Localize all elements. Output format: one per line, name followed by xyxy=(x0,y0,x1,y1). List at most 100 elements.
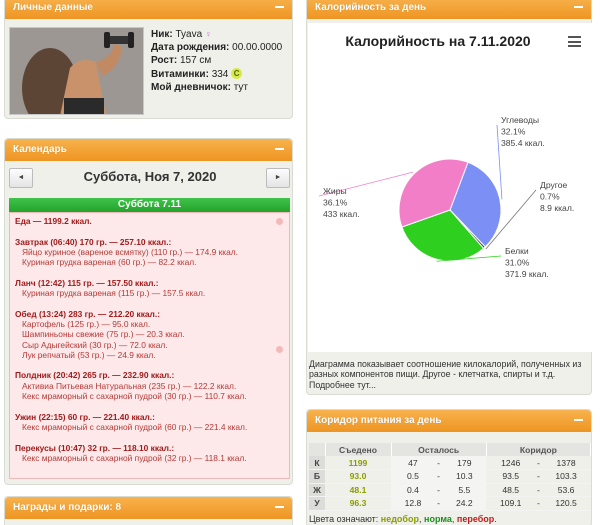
pie-label-kcal: 8.9 ккал. xyxy=(540,203,574,213)
meal-title[interactable]: Ланч (12:42) 115 гр. — 157.50 ккал.: xyxy=(15,277,159,288)
meal-item[interactable]: Кекс мраморный с сахарной пудрой (30 гр.… xyxy=(22,391,247,402)
corridor-title: Коридор питания за день xyxy=(315,415,442,426)
corridor-max: 120.5 xyxy=(541,496,591,511)
corridor-max: 103.3 xyxy=(541,469,591,484)
pie-label-kcal: 433 ккал. xyxy=(323,209,360,219)
edit-icon[interactable] xyxy=(276,218,283,225)
avatar-image xyxy=(10,28,143,114)
column-header xyxy=(309,443,326,456)
table-row: Ж 48.1 0.4 - 5.5 48.5 - 53.6 xyxy=(309,483,591,497)
calories-header[interactable]: Калорийность за день xyxy=(307,0,591,19)
calendar-header[interactable]: Календарь xyxy=(5,139,292,161)
left-min: 0.4 xyxy=(391,483,435,497)
eaten-value: 93.0 xyxy=(325,469,391,484)
corridor-max: 1378 xyxy=(541,456,591,470)
pie-label-name: Белки xyxy=(505,246,529,256)
pie-connector xyxy=(318,171,414,197)
left-max: 24.2 xyxy=(442,496,487,511)
collapse-icon[interactable] xyxy=(574,419,583,421)
corridor-header[interactable]: Коридор питания за день xyxy=(307,410,591,432)
day-food-list: Еда — 1199.2 ккал. Завтрак (06:40) 170 г… xyxy=(9,212,290,479)
meal-title[interactable]: Ужин (22:15) 60 гр. — 221.40 ккал.: xyxy=(15,411,155,422)
nick-row: Ник: Tyava ♀ xyxy=(151,28,282,41)
meal-lunch: Ланч (12:42) 115 гр. — 157.50 ккал.: Кур… xyxy=(15,278,284,299)
meal-item[interactable]: Лук репчатый (53 гр.) — 24.9 ккал. xyxy=(22,349,156,360)
color-legend: Цвета означают: недобор, норма, перебор. xyxy=(309,514,497,524)
pie-label-percent: 32.1% xyxy=(501,127,526,137)
next-day-button[interactable]: ► xyxy=(266,168,290,188)
collapse-icon[interactable] xyxy=(275,6,284,8)
female-icon: ♀ xyxy=(204,29,212,39)
calories-chart: Калорийность на 7.11.2020 Углеводы 32.1% 3… xyxy=(308,23,592,352)
personal-data-header[interactable]: Личные данные xyxy=(5,0,292,19)
pie-connector xyxy=(496,124,503,200)
height-label: Рост: xyxy=(151,55,178,67)
left-max: 179 xyxy=(442,456,487,470)
birth-value: 00.00.0000 xyxy=(232,42,283,54)
meal-supper: Ужин (22:15) 60 гр. — 221.40 ккал.: Кекс… xyxy=(15,412,284,433)
edit-icon[interactable] xyxy=(276,346,283,353)
meal-title[interactable]: Перекусы (10:47) 32 гр. — 118.10 ккал.: xyxy=(15,442,175,453)
meal-item[interactable]: Сыр Адыгейский (30 гр.) — 72.0 ккал. xyxy=(22,339,168,350)
meal-item[interactable]: Яйцо куриное (вареное всмятку) (110 гр.)… xyxy=(22,246,238,257)
diary-link[interactable]: тут xyxy=(233,81,248,93)
pie-label-percent: 0.7% xyxy=(540,192,560,202)
pie-label-kcal: 385.4 ккал. xyxy=(501,138,545,148)
prev-day-button[interactable]: ◄ xyxy=(9,168,33,188)
birth-label: Дата рождения: xyxy=(151,42,230,54)
vitamins-value: 334 xyxy=(211,68,229,80)
calendar-date: Суббота, Ноя 7, 2020 xyxy=(83,169,217,184)
meal-title[interactable]: Полдник (20:42) 265 гр. — 232.90 ккал.: xyxy=(15,370,175,381)
meal-item[interactable]: Кекс мраморный с сахарной пудрой (32 гр.… xyxy=(22,452,247,463)
table-row: Б 93.0 0.5 - 10.3 93.5 - 103.3 xyxy=(309,469,591,484)
corridor-panel: Коридор питания за день Съедено Осталось… xyxy=(306,409,592,525)
legend-sep: , xyxy=(451,514,455,524)
diary-row: Мой дневничок: тут xyxy=(151,81,282,94)
dash: - xyxy=(535,469,542,484)
dash: - xyxy=(535,496,542,511)
vitamins-label: Витаминки: xyxy=(151,68,209,80)
meal-afternoon-snack: Полдник (20:42) 265 гр. — 232.90 ккал.: … xyxy=(15,370,284,401)
row-key: У xyxy=(309,496,325,511)
awards-header[interactable]: Награды и подарки: 8 xyxy=(5,497,292,519)
row-key: К xyxy=(309,456,325,470)
calendar-title: Календарь xyxy=(13,144,67,155)
left-min: 47 xyxy=(391,456,435,470)
corridor-min: 93.5 xyxy=(486,469,536,484)
meal-item[interactable]: Куриная грудка вареная (60 гр.) — 82.2 к… xyxy=(22,257,197,268)
legend-end: . xyxy=(494,514,497,524)
legend-prefix: Цвета означают: xyxy=(309,514,379,524)
pie-label-name: Жиры xyxy=(323,186,347,196)
chart-title: Калорийность на 7.11.2020 xyxy=(345,33,531,49)
left-min: 12.8 xyxy=(391,496,435,511)
collapse-icon[interactable] xyxy=(275,148,284,150)
meal-dinner: Обед (13:24) 283 гр. — 212.20 ккал.: Кар… xyxy=(15,309,284,360)
chart-note[interactable]: Диаграмма показывает соотношение килокал… xyxy=(309,359,582,390)
pie-slice[interactable] xyxy=(449,161,502,248)
pie-slice[interactable] xyxy=(398,158,469,228)
food-total: Еда — 1199.2 ккал. xyxy=(15,216,92,226)
pie-label-name: Другое xyxy=(540,180,568,190)
pie-label-kcal: 371.9 ккал. xyxy=(505,269,549,279)
menu-icon[interactable] xyxy=(568,36,581,47)
meal-item[interactable]: Куриная грудка вареная (115 гр.) — 157.5… xyxy=(22,288,206,299)
meal-title[interactable]: Завтрак (06:40) 170 гр. — 257.10 ккал.: xyxy=(15,236,172,247)
calories-panel: Калорийность за день Калорийность на 7.1… xyxy=(306,0,592,395)
vitamin-c-icon: C xyxy=(231,68,243,80)
meal-item[interactable]: Шампиньоны свежие (75 гр.) — 20.3 ккал. xyxy=(22,329,185,340)
collapse-icon[interactable] xyxy=(574,6,583,8)
left-max: 5.5 xyxy=(442,483,487,497)
dash: - xyxy=(434,496,443,511)
row-key: Ж xyxy=(309,483,325,497)
meal-item[interactable]: Картофель (125 гр.) — 95.0 ккал. xyxy=(22,318,151,329)
corridor-min: 1246 xyxy=(486,456,536,470)
collapse-icon[interactable] xyxy=(275,506,284,508)
diary-label: Мой дневничок: xyxy=(151,81,231,93)
pie-slice[interactable] xyxy=(401,209,485,262)
day-label[interactable]: Суббота 7.11 xyxy=(9,198,290,212)
meal-item[interactable]: Кекс мраморный с сахарной пудрой (60 гр.… xyxy=(22,421,248,432)
corridor-min: 48.5 xyxy=(486,483,536,497)
meal-item[interactable]: Активиа Питьевая Натуральная (235 гр.) —… xyxy=(22,380,237,391)
meal-title[interactable]: Обед (13:24) 283 гр. — 212.20 ккал.: xyxy=(15,308,160,319)
dash: - xyxy=(535,456,542,470)
